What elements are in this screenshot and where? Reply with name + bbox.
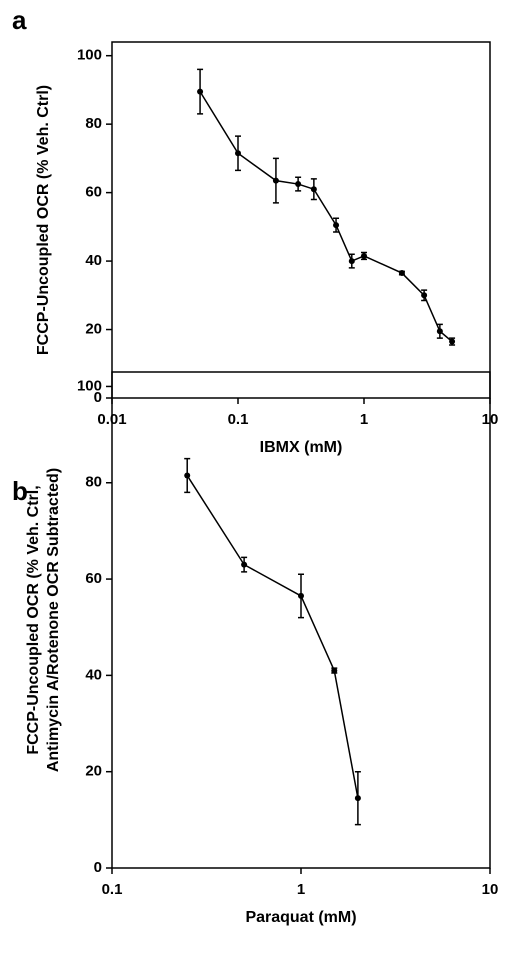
data-point bbox=[310, 186, 317, 193]
data-point bbox=[333, 222, 340, 229]
data-line bbox=[199, 91, 453, 343]
x-tick-label: 0.1 bbox=[102, 881, 123, 898]
y-tick-label: 20 bbox=[85, 321, 102, 338]
data-point bbox=[295, 181, 302, 188]
y-tick-label: 0 bbox=[94, 859, 102, 876]
x-tick-label: 10 bbox=[482, 881, 499, 898]
x-axis-label: Paraquat (mM) bbox=[245, 909, 356, 926]
data-point bbox=[398, 270, 405, 277]
data-point bbox=[241, 561, 248, 568]
data-line bbox=[186, 475, 359, 799]
panel-label: a bbox=[12, 5, 27, 35]
data-point bbox=[449, 338, 456, 345]
x-tick-label: 1 bbox=[297, 881, 305, 898]
y-tick-label: 100 bbox=[77, 377, 102, 394]
y-tick-label: 40 bbox=[85, 666, 102, 683]
panel-label: b bbox=[12, 476, 28, 506]
data-point bbox=[298, 592, 304, 599]
data-point bbox=[348, 258, 355, 265]
y-tick-label: 60 bbox=[85, 570, 102, 587]
y-tick-label: 100 bbox=[77, 47, 102, 64]
data-point bbox=[421, 292, 428, 299]
x-tick-label: 0.1 bbox=[228, 411, 249, 428]
data-point bbox=[436, 328, 443, 335]
y-axis-label: FCCP-Uncoupled OCR (% Veh. Ctrl, bbox=[25, 485, 42, 754]
x-tick-label: 1 bbox=[360, 411, 368, 428]
data-point bbox=[184, 472, 191, 479]
y-tick-label: 60 bbox=[85, 184, 102, 201]
y-tick-label: 0 bbox=[94, 389, 102, 406]
y-tick-label: 20 bbox=[85, 763, 102, 780]
data-point bbox=[361, 252, 367, 259]
y-tick-label: 80 bbox=[85, 474, 102, 491]
x-axis-label: IBMX (mM) bbox=[260, 439, 343, 456]
data-point bbox=[331, 667, 338, 674]
y-axis-label: FCCP-Uncoupled OCR (% Veh. Ctrl) bbox=[35, 85, 52, 355]
data-point bbox=[272, 177, 279, 184]
data-point bbox=[197, 88, 204, 95]
y-tick-label: 80 bbox=[85, 115, 102, 132]
data-point bbox=[354, 795, 361, 802]
y-axis-label: Antimycin A/Rotenone OCR Subtracted) bbox=[45, 468, 62, 772]
plot-frame bbox=[111, 41, 491, 399]
data-point bbox=[235, 150, 241, 157]
y-tick-label: 40 bbox=[85, 252, 102, 269]
